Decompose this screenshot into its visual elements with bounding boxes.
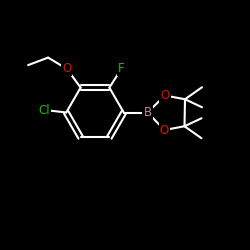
Text: B: B [144, 106, 152, 119]
Text: O: O [160, 89, 170, 102]
Text: Cl: Cl [38, 104, 50, 117]
Text: O: O [62, 62, 72, 75]
Text: F: F [118, 62, 125, 75]
Text: O: O [160, 124, 169, 136]
